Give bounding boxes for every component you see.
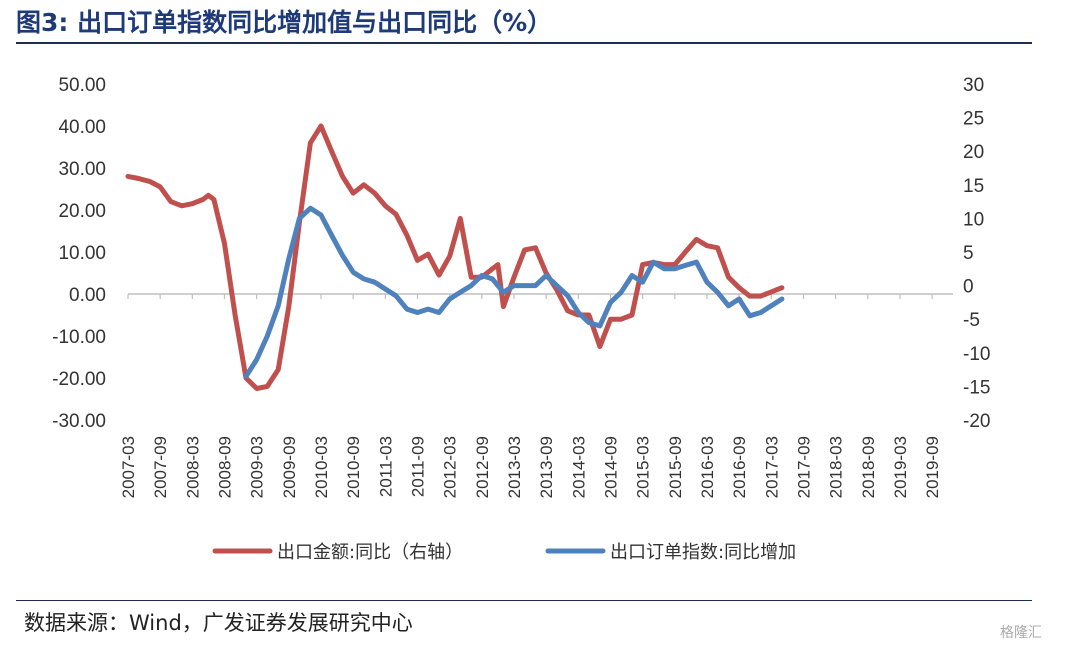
right-tick-label: 0 <box>963 277 974 298</box>
left-tick-label: -10.00 <box>52 327 106 348</box>
x-tick-label: 2009-03 <box>248 436 267 498</box>
left-tick-label: 40.00 <box>58 117 106 138</box>
x-axis-tick-labels: 2007-03 2007-09 2008-03 2008-09 2009-03 2009-… <box>119 436 942 498</box>
x-tick-label: 2008-03 <box>183 436 202 498</box>
x-tick-label: 2014-03 <box>569 436 588 498</box>
source-note: 数据来源：Wind，广发证券发展研究中心 <box>24 611 413 635</box>
series-export-orders-line <box>243 205 785 379</box>
x-tick-label: 2007-03 <box>119 436 138 498</box>
x-tick-label: 2011-09 <box>408 436 427 497</box>
right-tick-label: 30 <box>963 75 984 96</box>
right-tick-label: -5 <box>963 310 980 331</box>
x-tick-label: 2016-03 <box>698 436 717 498</box>
chart-title: 图3: 出口订单指数同比增加值与出口同比（%） <box>16 8 553 37</box>
series-lines <box>125 123 785 391</box>
right-tick-label: -20 <box>963 411 990 432</box>
legend-label: 出口订单指数:同比增加 <box>610 542 796 563</box>
x-tick-label: 2018-03 <box>827 436 846 498</box>
x-tick-label: 2014-09 <box>601 436 620 498</box>
x-tick-label: 2013-09 <box>537 436 556 498</box>
legend: 出口金额:同比（右轴） 出口订单指数:同比增加 <box>212 542 796 563</box>
left-tick-label: -20.00 <box>52 369 106 390</box>
x-tick-label: 2012-09 <box>473 436 492 498</box>
x-tick-label: 2015-03 <box>634 436 653 498</box>
x-tick-label: 2017-09 <box>794 436 813 498</box>
right-tick-label: 10 <box>963 209 984 230</box>
left-axis-ticks: 50.00 40.00 30.00 20.00 10.00 0.00 -10.00 -20.0… <box>52 75 106 432</box>
x-tick-label: 2010-09 <box>344 436 363 498</box>
right-tick-label: -15 <box>963 377 990 398</box>
x-tick-label: 2019-03 <box>891 436 910 498</box>
legend-label: 出口金额:同比（右轴） <box>277 542 463 563</box>
source-rule <box>16 600 1032 601</box>
right-tick-label: 20 <box>963 142 984 163</box>
x-tick-label: 2007-09 <box>151 436 170 498</box>
x-tick-label: 2009-09 <box>280 436 299 498</box>
x-tick-label: 2010-03 <box>312 436 331 498</box>
x-tick-label: 2018-09 <box>859 436 878 498</box>
series-export-value-line <box>125 123 785 391</box>
right-tick-label: 5 <box>963 243 974 264</box>
x-tick-label: 2013-03 <box>505 436 524 498</box>
right-tick-label: 25 <box>963 109 984 130</box>
x-tick-label: 2019-09 <box>923 436 942 498</box>
left-tick-label: -30.00 <box>52 411 106 432</box>
x-tick-label: 2011-03 <box>376 436 395 497</box>
right-axis-ticks: 30 25 20 15 10 5 0 -5 -10 -15 -20 <box>963 75 990 432</box>
right-tick-label: -10 <box>963 344 990 365</box>
watermark-logo: 格隆汇 <box>1000 625 1042 641</box>
x-tick-label: 2015-09 <box>666 436 685 498</box>
left-tick-label: 30.00 <box>58 159 106 180</box>
x-tick-label: 2008-09 <box>215 436 234 498</box>
right-tick-label: 15 <box>963 176 984 197</box>
x-axis-tick-marks <box>127 294 933 299</box>
left-tick-label: 0.00 <box>69 285 106 306</box>
chart-svg: 50.00 40.00 30.00 20.00 10.00 0.00 -10.00 -20.0… <box>52 75 990 563</box>
title-rule <box>16 42 1032 44</box>
x-tick-label: 2012-03 <box>441 436 460 498</box>
left-tick-label: 50.00 <box>58 75 106 96</box>
left-tick-label: 20.00 <box>58 201 106 222</box>
left-tick-label: 10.00 <box>58 243 106 264</box>
x-tick-label: 2016-09 <box>730 436 749 498</box>
x-tick-label: 2017-03 <box>762 436 781 498</box>
